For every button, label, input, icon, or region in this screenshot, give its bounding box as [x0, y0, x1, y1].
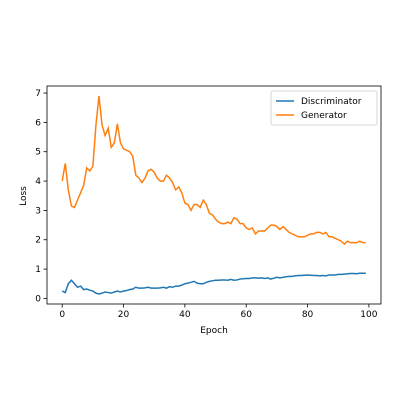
y-tick-label: 6: [35, 118, 41, 128]
y-axis-label: Loss: [19, 186, 29, 206]
x-tick-label: 0: [59, 310, 65, 320]
x-tick-label: 60: [240, 310, 252, 320]
legend-label: Generator: [301, 111, 347, 121]
x-axis-label: Epoch: [200, 326, 228, 336]
y-tick-label: 2: [35, 236, 41, 246]
x-tick-label: 80: [302, 310, 314, 320]
legend-box: [270, 90, 378, 126]
line-series: [61, 272, 366, 295]
y-tick-label: 0: [35, 294, 41, 304]
x-tick-label: 40: [179, 310, 191, 320]
y-tick-label: 5: [35, 148, 41, 158]
x-tick-label: 20: [118, 310, 130, 320]
y-tick-label: 7: [35, 89, 41, 99]
y-tick-label: 1: [35, 265, 41, 275]
y-tick-label: 3: [35, 206, 41, 216]
x-tick-label: 100: [360, 310, 377, 320]
line-series: [61, 95, 366, 246]
legend-label: Discriminator: [301, 97, 362, 107]
y-tick-label: 4: [35, 177, 41, 187]
axes-frame: [46, 85, 382, 305]
